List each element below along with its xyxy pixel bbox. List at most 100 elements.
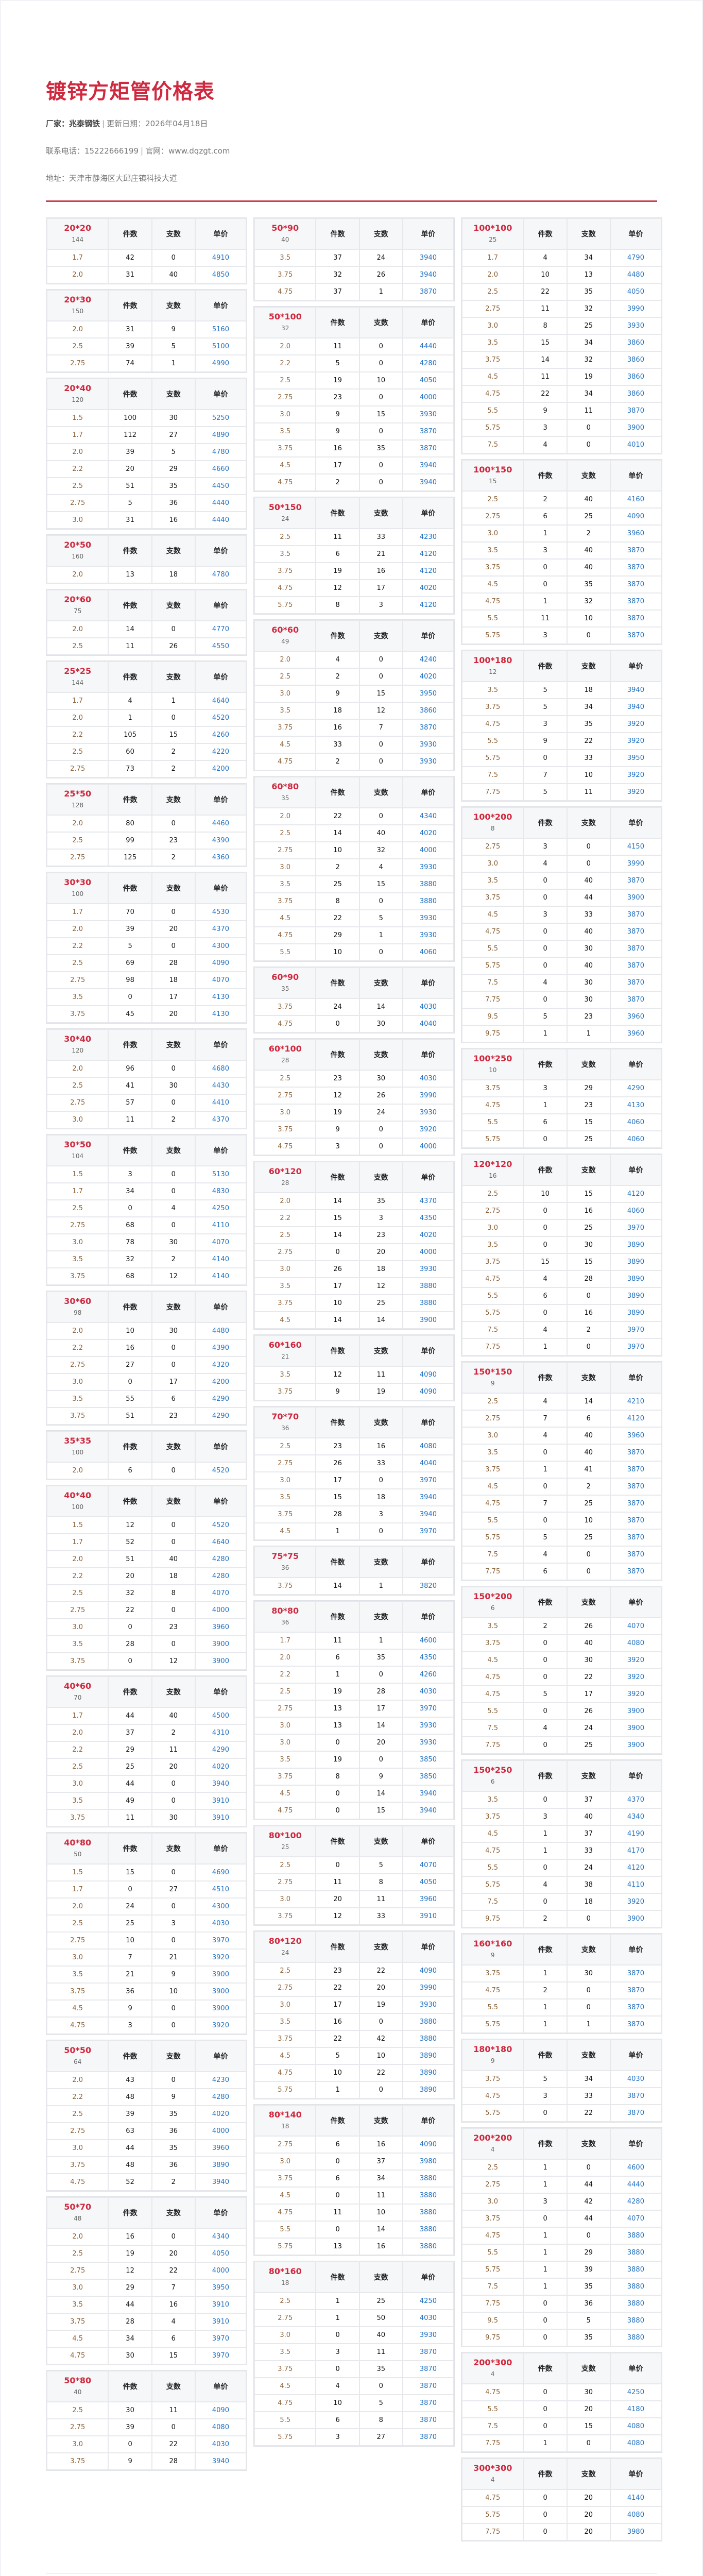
pieces-cell: 29 (109, 2280, 151, 2296)
table-row: 4.75 0 22 3920 (462, 1669, 661, 1685)
pieces-cell: 1 (524, 2245, 567, 2261)
sticks-header: 支数 (152, 536, 195, 566)
price-cell: 4050 (403, 372, 453, 388)
table-row: 3.75 1 30 3870 (462, 1965, 661, 1981)
pieces-cell: 0 (524, 2490, 567, 2506)
table-row: 1.5 12 0 4520 (47, 1517, 246, 1533)
thickness-cell: 3.5 (255, 1278, 316, 1294)
sticks-cell: 2 (567, 526, 610, 541)
table-row: 9.5 0 5 3880 (462, 2313, 661, 2329)
phone-number[interactable]: 15222666199 (84, 146, 139, 156)
pieces-cell: 25 (109, 1916, 151, 1931)
table-row: 5.5 9 11 3870 (462, 403, 661, 419)
bundle-count: 16 (489, 1172, 497, 1179)
price-header: 单价 (403, 1408, 453, 1437)
table-row: 4.75 7 25 3870 (462, 1496, 661, 1512)
sticks-cell: 23 (152, 1408, 195, 1424)
table-row: 5.75 8 3 4120 (255, 597, 453, 613)
pieces-cell: 4 (524, 1547, 567, 1563)
thickness-cell: 3.5 (462, 1237, 523, 1253)
price-cell: 5130 (195, 1166, 246, 1182)
sticks-cell: 40 (567, 958, 610, 974)
pieces-cell: 10 (316, 2065, 359, 2081)
size-label: 80*160 (268, 2266, 302, 2276)
thickness-cell: 5.75 (462, 1530, 523, 1546)
website-link[interactable]: www.dqzgt.com (168, 146, 230, 156)
pieces-cell: 39 (109, 338, 151, 354)
price-cell: 3880 (610, 2279, 661, 2295)
price-cell: 3930 (403, 1261, 453, 1277)
table-row: 5.5 9 22 3920 (462, 733, 661, 749)
sticks-cell: 16 (359, 1438, 402, 1454)
price-cell: 4060 (610, 1131, 661, 1147)
table-header-row: 30*30 100 件数 支数 单价 (47, 873, 246, 903)
table-row: 9.5 5 23 3960 (462, 1009, 661, 1025)
sticks-cell: 4 (152, 1200, 195, 1216)
pieces-cell: 23 (316, 1438, 359, 1454)
thickness-cell: 4.5 (255, 1312, 316, 1328)
sticks-cell: 0 (567, 437, 610, 453)
thickness-cell: 1.7 (47, 1708, 108, 1724)
table-row: 2.75 27 0 4320 (47, 1357, 246, 1373)
thickness-cell: 3.75 (462, 1965, 523, 1981)
sticks-cell: 0 (152, 2001, 195, 2016)
pieces-cell: 0 (316, 2327, 359, 2343)
pieces-cell: 68 (109, 1217, 151, 1233)
price-cell: 3930 (403, 737, 453, 753)
bundle-count: 160 (72, 553, 84, 560)
size-label: 100*150 (473, 465, 512, 474)
sticks-cell: 15 (567, 2418, 610, 2434)
price-cell: 4250 (195, 1200, 246, 1216)
table-row: 2.5 51 35 4450 (47, 478, 246, 494)
price-cell: 3880 (403, 2239, 453, 2255)
thickness-cell: 2.75 (462, 509, 523, 524)
thickness-cell: 3.75 (462, 1462, 523, 1478)
size-label: 80*140 (268, 2110, 302, 2120)
thickness-cell: 2.75 (47, 850, 108, 866)
pieces-cell: 28 (109, 1636, 151, 1652)
pieces-cell: 11 (524, 369, 567, 385)
table-row: 3.0 17 19 3930 (255, 1997, 453, 2013)
sticks-header: 支数 (152, 873, 195, 903)
pieces-header: 件数 (524, 1587, 567, 1617)
price-cell: 4160 (610, 492, 661, 507)
spec-table: 150*200 6 件数 支数 单价 3.5 2 26 4070 3.75 0 40 4080 4.5 0 3… (461, 1586, 662, 1755)
price-cell: 4480 (610, 267, 661, 283)
sticks-cell: 34 (359, 2171, 402, 2187)
price-cell: 3920 (610, 1894, 661, 1910)
price-cell: 4080 (610, 1635, 661, 1651)
sticks-cell: 35 (359, 440, 402, 456)
spec-table: 80*80 36 件数 支数 单价 1.7 11 1 4600 2.0 6 35 4350 2.2 1 0 42… (253, 1600, 455, 1820)
pieces-cell: 17 (316, 457, 359, 473)
sticks-cell: 18 (567, 1894, 610, 1910)
spec-table: 70*70 36 件数 支数 单价 2.5 23 16 4080 2.75 26 33 4040 3.0 1… (253, 1406, 455, 1541)
price-cell: 3870 (610, 1564, 661, 1580)
thickness-cell: 3.0 (47, 2140, 108, 2156)
price-cell: 3900 (610, 890, 661, 906)
sticks-cell: 0 (359, 1139, 402, 1155)
table-row: 3.75 3 29 4290 (462, 1080, 661, 1096)
thickness-cell: 1.7 (47, 250, 108, 266)
thickness-cell: 3.75 (255, 1295, 316, 1311)
sticks-cell: 10 (152, 1984, 195, 1999)
pieces-cell: 0 (524, 1860, 567, 1876)
table-row: 1.5 15 0 4690 (47, 1865, 246, 1880)
sticks-header: 支数 (567, 461, 610, 490)
sticks-cell: 28 (152, 955, 195, 971)
thickness-cell: 4.75 (255, 2395, 316, 2411)
pieces-cell: 0 (524, 941, 567, 957)
thickness-cell: 5.5 (462, 1288, 523, 1304)
pieces-cell: 4 (524, 1877, 567, 1893)
pieces-header: 件数 (524, 1935, 567, 1964)
bundle-count: 12 (489, 668, 497, 675)
price-cell: 4990 (195, 355, 246, 371)
sticks-cell: 19 (567, 369, 610, 385)
thickness-cell: 4.75 (462, 386, 523, 402)
table-row: 5.5 1 0 3870 (462, 1999, 661, 2015)
thickness-cell: 3.5 (462, 543, 523, 558)
sticks-header: 支数 (152, 1677, 195, 1707)
sticks-cell: 24 (359, 1105, 402, 1121)
price-cell: 3890 (403, 2082, 453, 2098)
price-cell: 4120 (403, 546, 453, 562)
sticks-cell: 2 (152, 744, 195, 760)
